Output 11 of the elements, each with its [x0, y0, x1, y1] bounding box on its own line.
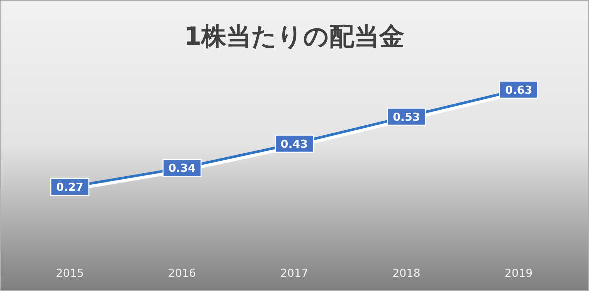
data-label: 0.34	[168, 162, 196, 176]
x-tick-label: 2018	[392, 267, 421, 280]
x-tick-label: 2016	[168, 267, 196, 280]
x-tick-label: 2019	[504, 267, 533, 280]
data-label: 0.27	[56, 181, 84, 194]
x-tick-label: 2015	[56, 267, 84, 280]
title: 1株当たりの配当金	[184, 22, 405, 51]
x-tick-label: 2017	[280, 267, 308, 280]
data-label: 0.63	[505, 84, 532, 97]
data-label: 0.53	[393, 110, 420, 124]
data-label: 0.43	[280, 138, 308, 151]
